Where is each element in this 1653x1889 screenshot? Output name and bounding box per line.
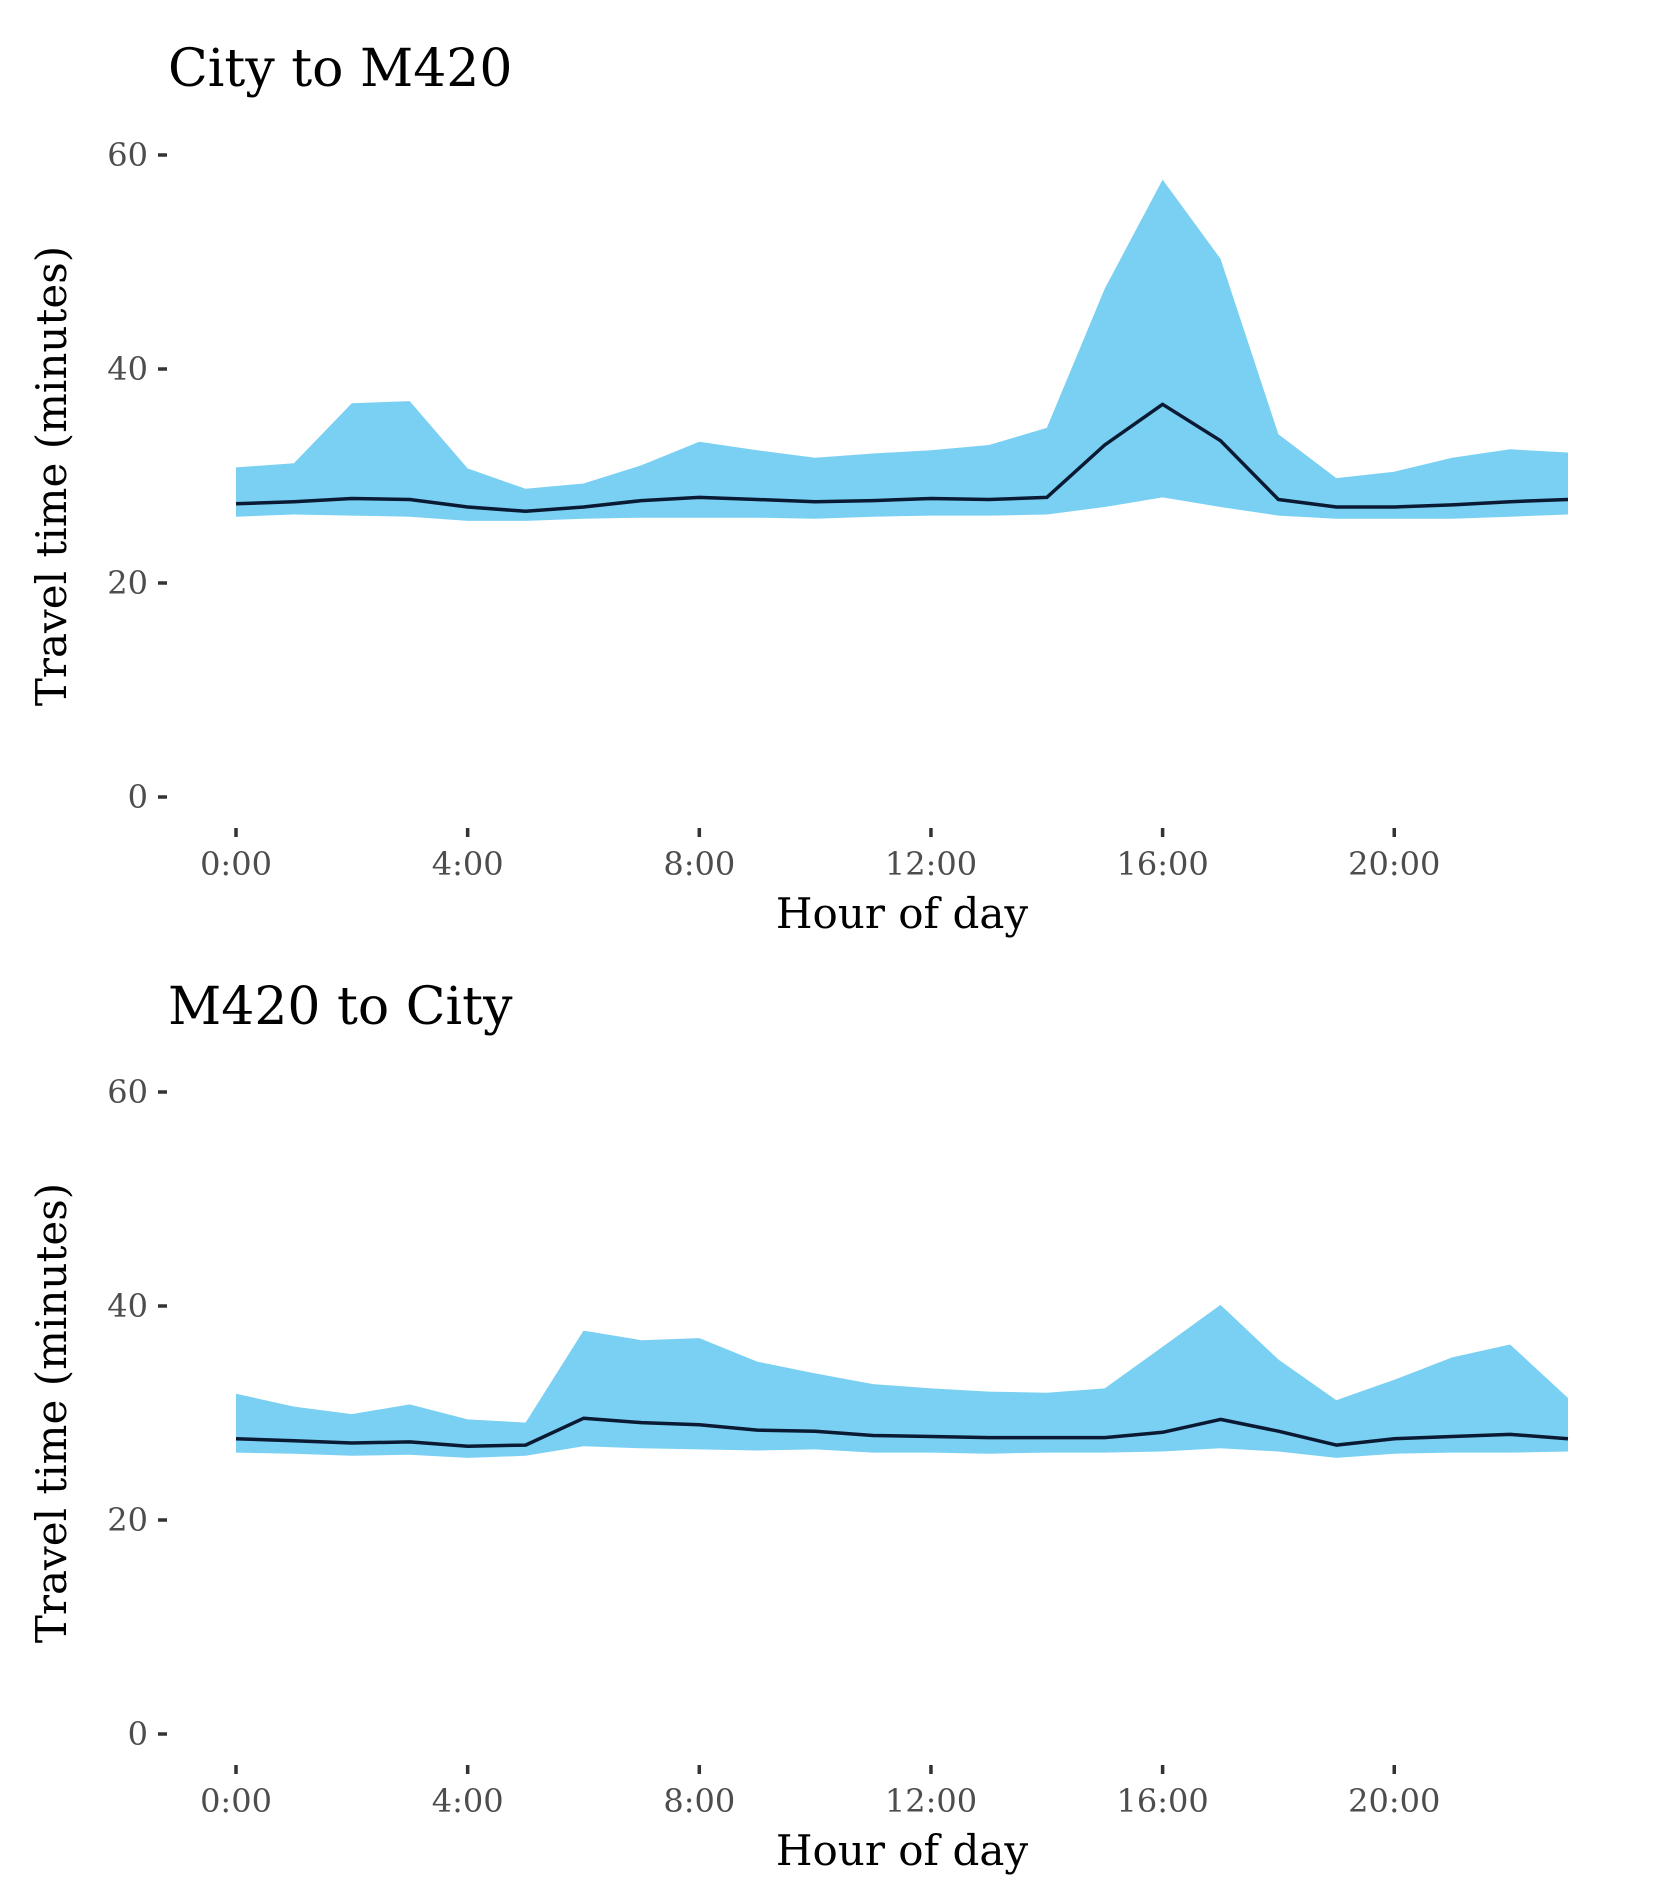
x-tick-label: 16:00 xyxy=(1116,845,1208,883)
x-tick-label: 12:00 xyxy=(885,845,977,883)
y-axis-title: Travel time (minutes) xyxy=(27,1183,76,1643)
y-tick-label: 0 xyxy=(128,778,148,816)
x-tick-label: 20:00 xyxy=(1348,845,1440,883)
y-tick-label: 40 xyxy=(107,350,148,388)
y-tick-label: 60 xyxy=(107,136,148,174)
x-tick-label: 20:00 xyxy=(1348,1782,1440,1820)
x-tick-label: 12:00 xyxy=(885,1782,977,1820)
range-band xyxy=(236,179,1568,521)
chart-panel-2: M420 to City 0 20 40 60 0:00 4:00 8:00 12:00 16:0… xyxy=(27,977,1569,1875)
median-line xyxy=(235,402,1569,514)
chart-title: M420 to City xyxy=(168,977,513,1037)
x-tick-label: 8:00 xyxy=(663,1782,735,1820)
chart-title: City to M420 xyxy=(168,39,512,99)
y-tick-label: 20 xyxy=(107,1501,148,1539)
chart-panel-1: City to M420 0 20 40 60 0:00 4:00 8:00 12:00 16:0… xyxy=(27,39,1569,938)
range-band xyxy=(236,1304,1568,1458)
x-tick-label: 4:00 xyxy=(432,845,504,883)
median-line xyxy=(235,1416,1569,1448)
y-tick-label: 60 xyxy=(107,1073,148,1111)
x-axis-title: Hour of day xyxy=(776,1826,1028,1875)
x-tick-label: 0:00 xyxy=(200,845,272,883)
y-tick-label: 40 xyxy=(107,1287,148,1325)
x-axis-title: Hour of day xyxy=(776,889,1028,938)
x-tick-label: 8:00 xyxy=(663,845,735,883)
x-tick-label: 0:00 xyxy=(200,1782,272,1820)
y-tick-label: 0 xyxy=(128,1715,148,1753)
y-tick-label: 20 xyxy=(107,564,148,602)
x-tick-label: 4:00 xyxy=(432,1782,504,1820)
y-axis-title: Travel time (minutes) xyxy=(27,246,76,706)
x-tick-label: 16:00 xyxy=(1116,1782,1208,1820)
